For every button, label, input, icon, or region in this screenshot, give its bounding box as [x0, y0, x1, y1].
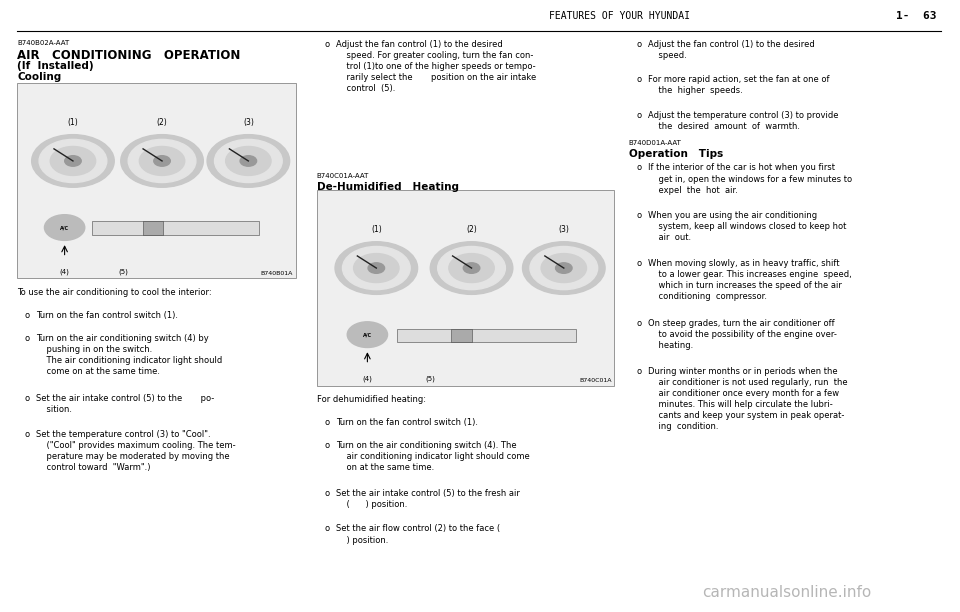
Text: o: o — [636, 259, 641, 268]
Text: A/C: A/C — [363, 332, 372, 337]
Text: B740D01A-AAT: B740D01A-AAT — [629, 140, 682, 146]
Text: A/C: A/C — [60, 225, 69, 230]
Text: o: o — [324, 489, 329, 498]
Circle shape — [530, 247, 598, 289]
Circle shape — [226, 146, 271, 176]
Text: Turn on the air conditioning switch (4) by
    pushing in on the switch.
    The: Turn on the air conditioning switch (4) … — [36, 334, 223, 376]
Text: (3): (3) — [559, 225, 569, 234]
Text: o: o — [25, 394, 30, 403]
Circle shape — [32, 135, 114, 187]
Circle shape — [50, 146, 96, 176]
Text: Adjust the fan control (1) to the desired
    speed.: Adjust the fan control (1) to the desire… — [648, 40, 815, 60]
Bar — [317, 190, 614, 386]
Text: AIR   CONDITIONING   OPERATION: AIR CONDITIONING OPERATION — [17, 49, 241, 62]
Text: For more rapid action, set the fan at one of
    the  higher  speeds.: For more rapid action, set the fan at on… — [648, 75, 829, 95]
Text: (3): (3) — [243, 118, 253, 127]
Text: On steep grades, turn the air conditioner off
    to avoid the possibility of th: On steep grades, turn the air conditione… — [648, 319, 837, 350]
Text: For dehumidified heating:: For dehumidified heating: — [317, 395, 426, 404]
Text: o: o — [636, 75, 641, 84]
Circle shape — [449, 253, 494, 283]
Circle shape — [556, 263, 572, 274]
Text: Adjust the fan control (1) to the desired
    speed. For greater cooling, turn t: Adjust the fan control (1) to the desire… — [336, 40, 537, 93]
Text: (2): (2) — [156, 118, 167, 127]
Text: o: o — [324, 524, 329, 534]
Text: o: o — [25, 311, 30, 320]
Text: Adjust the temperature control (3) to provide
    the  desired  amount  of  warm: Adjust the temperature control (3) to pr… — [648, 111, 838, 131]
Circle shape — [64, 155, 82, 166]
Text: Turn on the fan control switch (1).: Turn on the fan control switch (1). — [336, 418, 478, 427]
Circle shape — [348, 322, 388, 348]
Circle shape — [464, 263, 480, 274]
Text: o: o — [25, 334, 30, 343]
Circle shape — [541, 253, 587, 283]
Text: Operation   Tips: Operation Tips — [629, 149, 723, 159]
Circle shape — [207, 135, 290, 187]
Text: (1): (1) — [371, 225, 382, 234]
Text: Set the air flow control (2) to the face (
    ) position.: Set the air flow control (2) to the face… — [336, 524, 500, 545]
Text: carmanualsonline.info: carmanualsonline.info — [703, 584, 872, 600]
Text: o: o — [636, 367, 641, 376]
Circle shape — [343, 247, 410, 289]
Circle shape — [522, 242, 605, 294]
Circle shape — [39, 140, 107, 182]
Circle shape — [139, 146, 184, 176]
Circle shape — [430, 242, 513, 294]
Text: o: o — [324, 40, 329, 49]
Text: o: o — [636, 211, 641, 220]
Circle shape — [240, 155, 256, 166]
Text: B740B02A-AAT: B740B02A-AAT — [17, 40, 69, 46]
Text: o: o — [636, 163, 641, 173]
Circle shape — [214, 140, 282, 182]
Text: (4): (4) — [363, 375, 372, 382]
Bar — [397, 329, 576, 342]
Text: o: o — [324, 441, 329, 450]
Text: (1): (1) — [67, 118, 79, 127]
Text: If the interior of the car is hot when you first
    get in, open the windows fo: If the interior of the car is hot when y… — [648, 163, 852, 195]
Bar — [17, 83, 296, 278]
Text: (4): (4) — [60, 268, 69, 275]
Text: Cooling: Cooling — [17, 72, 61, 82]
Text: o: o — [25, 430, 30, 439]
Text: When you are using the air conditioning
    system, keep all windows closed to k: When you are using the air conditioning … — [648, 211, 847, 242]
Text: Turn on the fan control switch (1).: Turn on the fan control switch (1). — [36, 311, 179, 320]
Text: FEATURES OF YOUR HYUNDAI: FEATURES OF YOUR HYUNDAI — [549, 12, 689, 21]
Text: 1-  63: 1- 63 — [896, 12, 936, 21]
Text: To use the air conditioning to cool the interior:: To use the air conditioning to cool the … — [17, 288, 212, 297]
Circle shape — [353, 253, 399, 283]
Text: (5): (5) — [425, 375, 435, 382]
Circle shape — [44, 215, 84, 241]
Text: (5): (5) — [118, 268, 128, 275]
Circle shape — [368, 263, 385, 274]
Text: o: o — [636, 40, 641, 49]
Text: o: o — [324, 418, 329, 427]
Text: During winter months or in periods when the
    air conditioner is not used regu: During winter months or in periods when … — [648, 367, 848, 431]
Text: B740C01A-AAT: B740C01A-AAT — [317, 173, 370, 179]
Text: De-Humidified   Heating: De-Humidified Heating — [317, 182, 459, 192]
Text: Turn on the air conditioning switch (4). The
    air conditioning indicator ligh: Turn on the air conditioning switch (4).… — [336, 441, 530, 472]
Text: B740C01A: B740C01A — [579, 378, 612, 383]
Text: (If  Installed): (If Installed) — [17, 61, 94, 71]
Bar — [92, 222, 259, 235]
Bar — [451, 329, 472, 342]
Text: o: o — [636, 111, 641, 120]
Bar — [142, 222, 162, 235]
Text: B740B01A: B740B01A — [260, 271, 293, 276]
Circle shape — [154, 155, 170, 166]
Circle shape — [438, 247, 505, 289]
Circle shape — [129, 140, 196, 182]
Text: Set the air intake control (5) to the       po-
    sition.: Set the air intake control (5) to the po… — [36, 394, 215, 414]
Text: o: o — [636, 319, 641, 328]
Text: (2): (2) — [467, 225, 477, 234]
Circle shape — [121, 135, 204, 187]
Text: When moving slowly, as in heavy traffic, shift
    to a lower gear. This increas: When moving slowly, as in heavy traffic,… — [648, 259, 852, 301]
Circle shape — [335, 242, 418, 294]
Text: Set the air intake control (5) to the fresh air
    (      ) position.: Set the air intake control (5) to the fr… — [336, 489, 520, 509]
Text: Set the temperature control (3) to "Cool".
    ("Cool" provides maximum cooling.: Set the temperature control (3) to "Cool… — [36, 430, 236, 472]
